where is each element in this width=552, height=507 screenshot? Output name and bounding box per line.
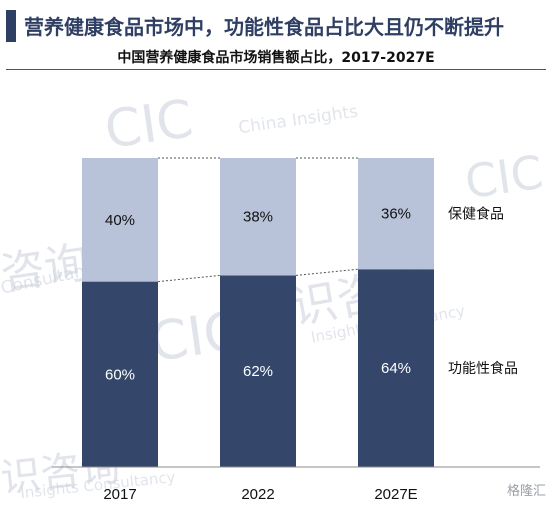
headline: 营养健康食品市场中，功能性食品占比大且仍不断提升	[24, 15, 504, 39]
bar-health-food-2027E	[358, 158, 434, 270]
x-axis-ticks: 2017 2022 2027E	[103, 486, 417, 503]
data-label: 38%	[243, 209, 273, 226]
data-label: 62%	[243, 363, 273, 380]
data-label: 60%	[105, 366, 135, 383]
bar-functional-food-2022	[220, 275, 296, 467]
connector-line	[157, 274, 221, 283]
bar-functional-food-2027E	[358, 269, 434, 467]
headline-accent-bar	[6, 10, 16, 42]
bar-functional-food-2017	[82, 281, 158, 467]
data-label: 40%	[105, 212, 135, 229]
logo-watermark: 格隆汇	[506, 484, 546, 499]
data-label: 64%	[381, 360, 411, 377]
connector-line	[295, 268, 359, 276]
segment-labels: 60% 40% 62% 38% 64% 36%	[105, 206, 411, 384]
bar-group	[82, 158, 434, 467]
legend-label-health-food: 保健食品	[448, 206, 504, 223]
x-tick-label: 2017	[103, 486, 136, 503]
bar-health-food-2017	[82, 158, 158, 282]
bar-health-food-2022	[220, 158, 296, 276]
x-tick-label: 2027E	[374, 486, 417, 503]
legend-label-functional-food: 功能性食品	[448, 360, 518, 377]
title-divider	[6, 69, 546, 70]
data-label: 36%	[381, 206, 411, 223]
x-tick-label: 2022	[241, 486, 274, 503]
chart-title: 中国营养健康食品市场销售额占比，2017-2027E	[117, 50, 435, 66]
